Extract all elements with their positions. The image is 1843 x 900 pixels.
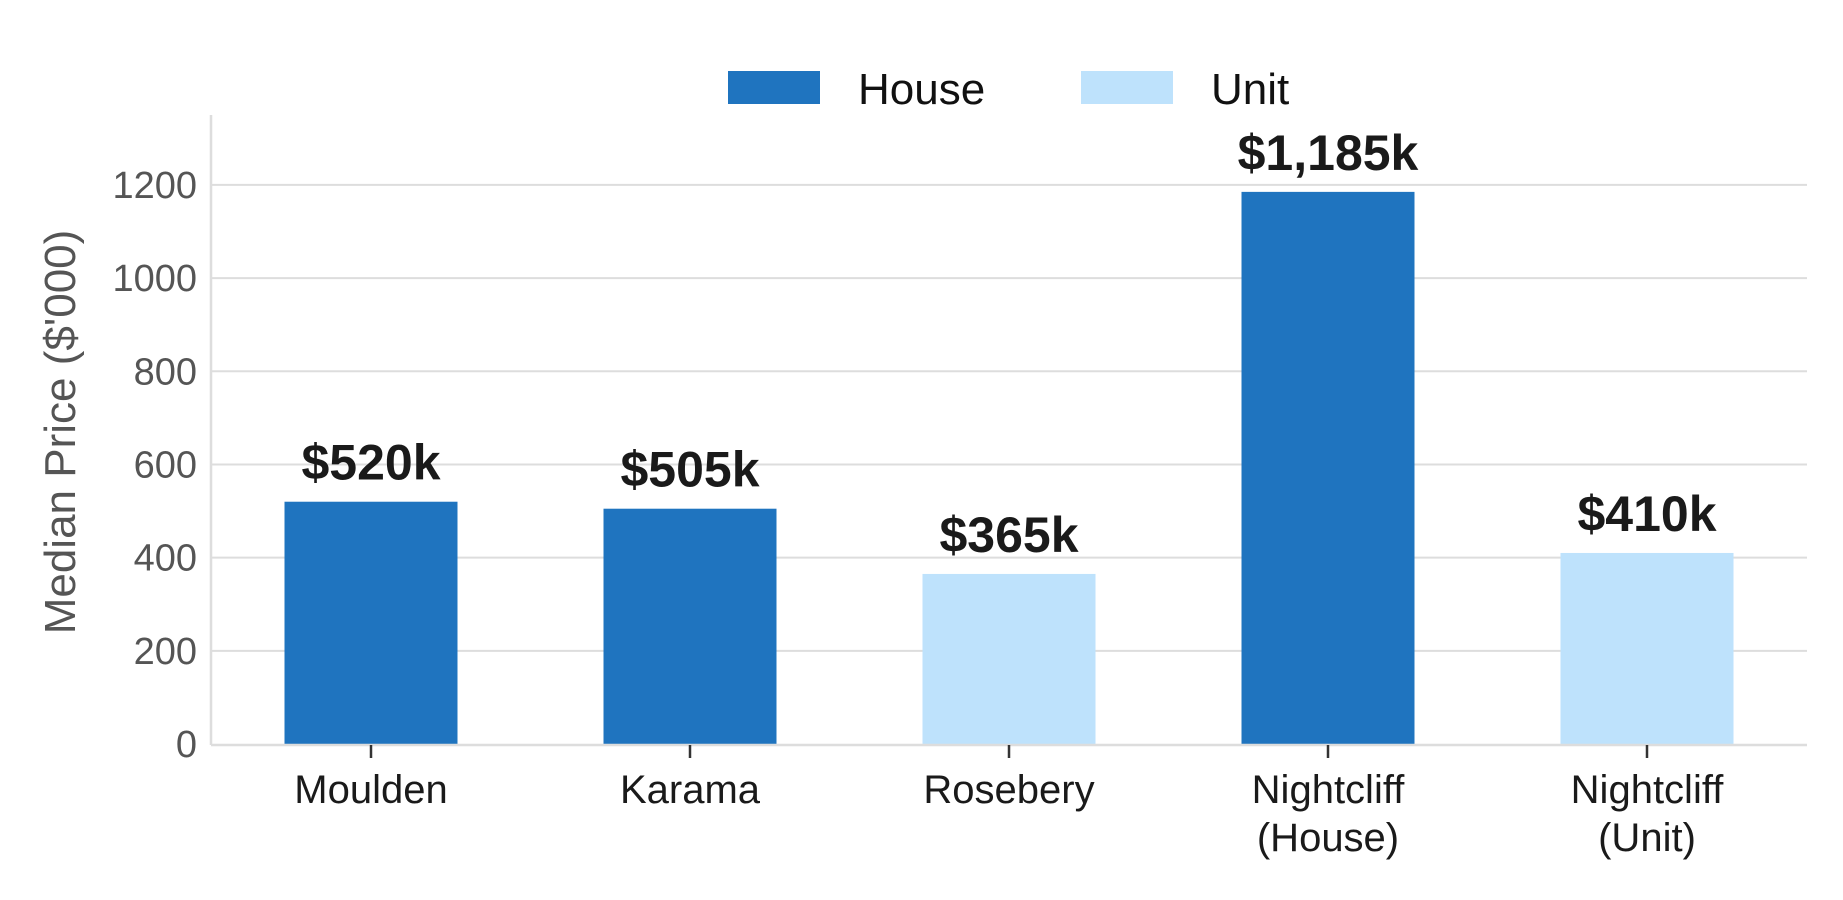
x-tick-label: Nightcliff (Unit) [1571, 768, 1725, 860]
bar-moulden [284, 501, 458, 744]
bar-nightcliff-house [1241, 191, 1415, 744]
bar-nightcliff-unit [1560, 552, 1734, 744]
x-tick-label: Karama [620, 768, 761, 812]
bar-value-label: $505k [620, 442, 759, 498]
y-axis-title: Median Price ($'000) [36, 230, 85, 635]
bar-value-label: $1,185k [1238, 125, 1419, 181]
x-tick-label: Rosebery [923, 768, 1094, 812]
grid-lines [211, 183, 1807, 652]
y-tick-label: 1200 [112, 165, 197, 207]
bar-value-label: $520k [301, 435, 440, 491]
bar-value-label: $365k [939, 507, 1078, 563]
axes: 0 200 400 600 800 1000 1200 Moulden Karama Rosebe… [112, 115, 1807, 860]
legend: House Unit [728, 65, 1289, 114]
legend-label-house: House [858, 65, 985, 114]
legend-swatch-unit [1081, 71, 1173, 104]
y-tick-label: 1000 [112, 258, 197, 300]
bar-rosebery [922, 573, 1096, 744]
y-tick-label: 600 [134, 444, 197, 486]
y-tick-label: 200 [134, 631, 197, 673]
y-tick-label: 800 [134, 351, 197, 393]
legend-label-unit: Unit [1211, 65, 1289, 114]
x-tick-label: Nightcliff (House) [1252, 768, 1406, 860]
y-tick-label: 400 [134, 538, 197, 580]
bar-value-label: $410k [1577, 486, 1716, 542]
data-labels: $520k $505k $365k $1,185k $410k [301, 125, 1716, 563]
y-tick-label: 0 [176, 724, 197, 766]
bars [284, 191, 1734, 744]
x-tick-label: Moulden [294, 768, 447, 812]
legend-swatch-house [728, 71, 820, 104]
bar-karama [603, 508, 777, 744]
